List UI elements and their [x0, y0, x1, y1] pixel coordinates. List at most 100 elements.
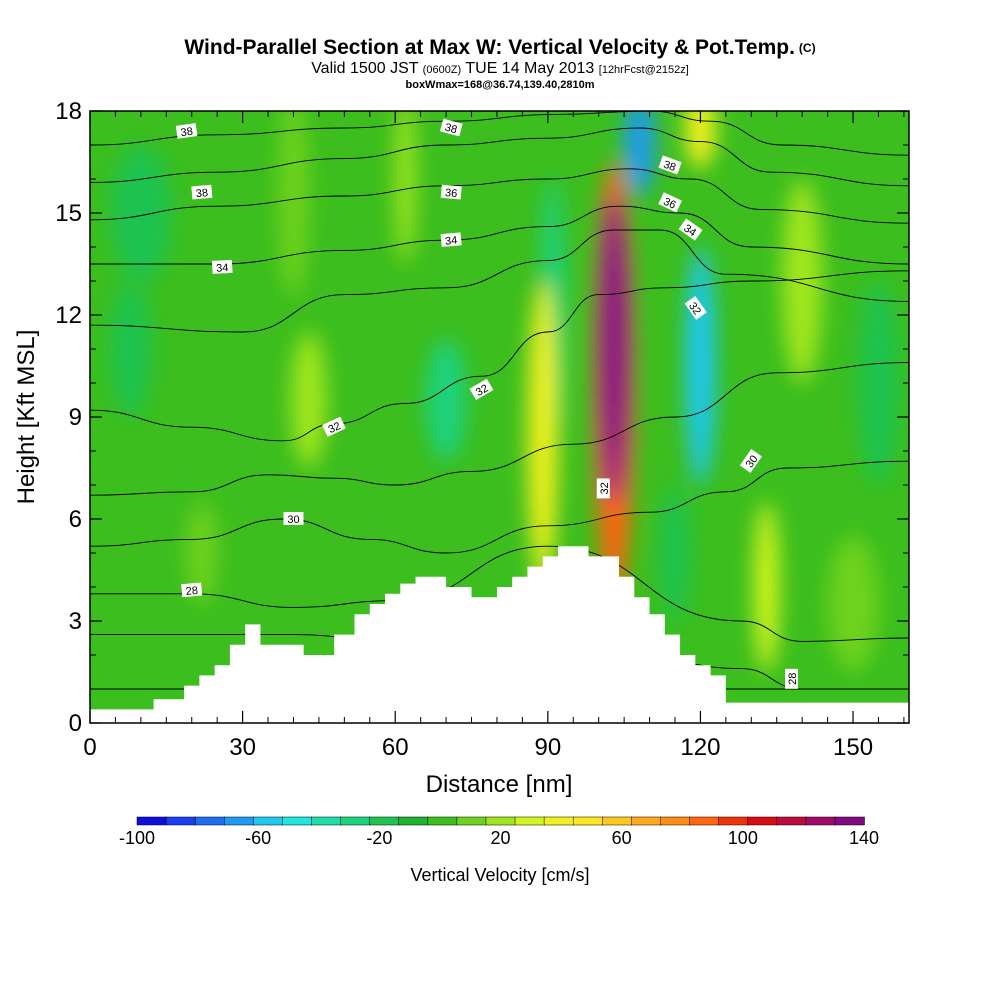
terrain-mask — [90, 546, 909, 723]
chart-title-line: Wind-Parallel Section at Max W: Vertical… — [0, 36, 1000, 60]
contour-label-bg — [785, 668, 798, 689]
colorbar-swatch — [311, 816, 342, 826]
colorbar-swatch — [631, 816, 662, 826]
y-tick-label: 3 — [69, 608, 82, 635]
contour-label: 32 — [469, 378, 494, 400]
y-tick-label: 15 — [55, 200, 82, 227]
contour-label-text: 32 — [327, 420, 343, 436]
velocity-cell — [527, 281, 558, 587]
velocity-cell — [827, 536, 879, 672]
contour-label: 28 — [181, 582, 203, 598]
y-tick-label: 6 — [69, 506, 82, 533]
colorbar-swatch — [776, 816, 807, 826]
title-block: Wind-Parallel Section at Max W: Vertical… — [0, 36, 1000, 91]
contour-label: 38 — [658, 155, 682, 175]
colorbar-swatch — [660, 816, 691, 826]
contour-label-text: 38 — [195, 187, 208, 200]
velocity-cell — [685, 111, 716, 169]
contour-label-text: 36 — [444, 187, 457, 200]
velocity-cell — [425, 338, 467, 462]
theta-contour-line — [90, 545, 909, 642]
contour-label-text: 38 — [180, 126, 194, 140]
contour-label: 38 — [175, 123, 198, 140]
colorbar: -100 -60 -20 20 60 100 140 — [119, 816, 879, 848]
contour-label: 30 — [283, 512, 304, 526]
colorbar-swatch — [602, 816, 633, 826]
theta-contour-line — [90, 168, 909, 224]
x-tick-label: 90 — [534, 734, 561, 761]
colorbar-swatch — [165, 816, 196, 826]
contour-label-bg — [678, 218, 703, 241]
contour-label: 32 — [596, 478, 611, 499]
contour-label-bg — [181, 582, 203, 598]
x-axis-label: Distance [nm] — [426, 771, 573, 798]
velocity-cell — [624, 111, 655, 196]
colorbar-swatch — [805, 816, 836, 826]
velocity-cell — [110, 281, 152, 417]
box-info: boxWmax=168@36.74,139.40,2810m — [405, 79, 595, 91]
contour-label-bg — [596, 478, 610, 499]
y-tick-label: 0 — [69, 710, 82, 737]
colorbar-tick-label: 20 — [490, 828, 510, 848]
x-tick-label: 60 — [382, 734, 409, 761]
contour-label-text: 38 — [443, 122, 458, 137]
contour-label-text: 34 — [681, 222, 698, 239]
contour-label: 34 — [678, 218, 703, 241]
colorbar-swatch — [223, 816, 255, 826]
velocity-cell — [278, 111, 309, 298]
contour-label-bg — [322, 416, 346, 437]
theta-contour-line — [90, 205, 909, 265]
colorbar-swatch — [689, 816, 720, 826]
colorbar-swatch — [485, 816, 516, 826]
contour-label: 38 — [439, 118, 463, 137]
colorbar-swatch — [369, 816, 400, 826]
valid-date: TUE 14 May 2013 — [465, 60, 595, 77]
contour-label-text: 34 — [445, 235, 458, 248]
velocity-cell — [685, 247, 716, 485]
contour-label-text: 30 — [287, 514, 299, 526]
colorbar-tick-label: 60 — [612, 828, 632, 848]
contour-label-bg — [739, 448, 762, 473]
velocity-cell — [781, 179, 823, 383]
contour-label: 32 — [684, 295, 707, 320]
contour-label-bg — [283, 512, 304, 525]
contour-label-bg — [439, 118, 463, 137]
contour-label-bg — [684, 295, 707, 320]
chart-title: Wind-Parallel Section at Max W: Vertical… — [184, 36, 795, 59]
contour-label-text: 38 — [662, 159, 678, 174]
contour-label: 36 — [658, 192, 682, 213]
colorbar-swatch — [398, 816, 429, 826]
colorbar-tick-label: -60 — [245, 828, 271, 848]
contour-label-bg — [440, 184, 462, 200]
velocity-cell — [290, 332, 327, 468]
contour-label: 34 — [440, 232, 462, 248]
colorbar-swatch — [427, 816, 458, 826]
contour-label-bg — [175, 123, 198, 139]
velocity-cell — [598, 196, 630, 502]
x-axis: 0 30 60 90 120 150 — [83, 111, 905, 761]
velocity-cell — [186, 502, 218, 604]
contour-label-text: 32 — [474, 382, 491, 399]
contour-label: 28 — [785, 668, 799, 689]
colorbar-swatch — [253, 816, 284, 826]
x-tick-label: 30 — [229, 734, 256, 761]
velocity-cell — [659, 485, 691, 621]
contour-label-text: 30 — [744, 453, 761, 470]
colorbar-swatch — [718, 816, 749, 826]
contour-label-bg — [211, 259, 233, 274]
colorbar-tick-label: -20 — [366, 828, 392, 848]
colorbar-label: Vertical Velocity [cm/s] — [410, 865, 589, 885]
colorbar-tick-label: 100 — [728, 828, 758, 848]
theta-contour-line — [90, 127, 909, 187]
forecast-info: [12hrFcst@2152z] — [598, 64, 689, 76]
contour-label-bg — [469, 378, 494, 400]
velocity-cell — [110, 145, 172, 281]
contour-label-bg — [658, 192, 682, 213]
contour-label: 38 — [191, 184, 213, 200]
contour-label-text: 32 — [686, 300, 703, 317]
velocity-cell — [753, 502, 780, 672]
contour-label-bg — [191, 184, 213, 200]
colorbar-swatch — [282, 816, 313, 826]
